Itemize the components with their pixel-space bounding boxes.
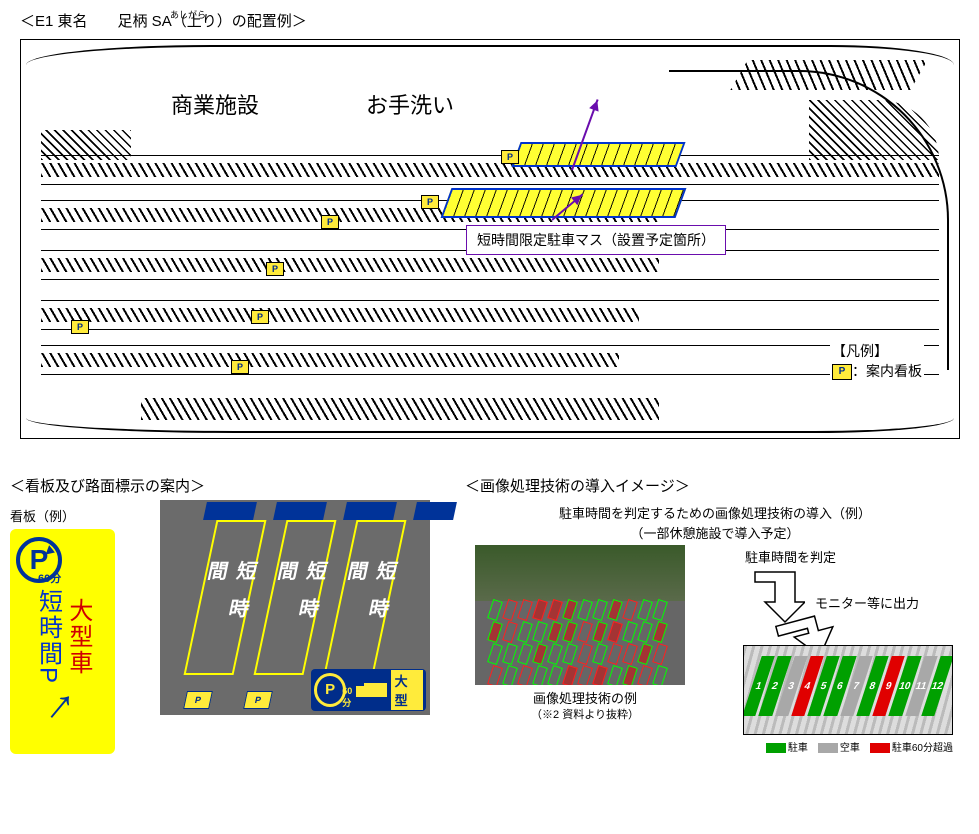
- monitor-slots: 123456789101112: [743, 656, 953, 716]
- short-term-block-1: [511, 142, 685, 167]
- legend-title: 【凡例】: [832, 341, 922, 361]
- p-sign-icon: P: [321, 215, 339, 229]
- p-sign-icon: P: [266, 262, 284, 276]
- sign-board: P 60分 短時間P 大型車 ↑: [10, 529, 115, 754]
- legend-item: ：案内看板: [852, 363, 922, 379]
- sign-text-red: 大型車: [65, 589, 91, 685]
- sign-p-sub: 60分: [38, 565, 61, 593]
- bl-section-title: ＜看板及び路面標示の案内＞: [10, 475, 450, 496]
- br-subheading: 駐車時間を判定するための画像処理技術の導入（例） （一部休憩施設で導入予定）: [465, 504, 965, 543]
- label-shop: 商業施設: [171, 88, 259, 120]
- aerial-caption: 画像処理技術の例 （※2 資料より抜粋）: [495, 690, 675, 724]
- p-sign-icon: P: [231, 360, 249, 374]
- sign-arrow-icon: ↑: [44, 685, 81, 723]
- monitor-display: 123456789101112: [743, 645, 953, 735]
- aerial-cap1: 画像処理技術の例: [495, 690, 675, 708]
- monitor-legend: 駐車空車駐車60分超過: [766, 739, 953, 754]
- aerial-photo: [475, 545, 685, 685]
- legend-item: 駐車: [766, 739, 808, 754]
- label-wc: お手洗い: [366, 88, 454, 120]
- legend-item: 空車: [818, 739, 860, 754]
- short-term-block-2: [441, 188, 687, 218]
- p-sign-icon: P: [832, 364, 852, 380]
- sign-text-blue: 短時間P: [34, 589, 60, 685]
- callout-box: 短時間限定駐車マス（設置予定箇所）: [466, 225, 726, 255]
- p-sign-icon: P: [501, 150, 519, 164]
- truck-icon: [364, 683, 387, 697]
- flow-step-2: モニター等に出力: [815, 593, 919, 612]
- top-section: あしがら ＜E1 東名 足柄 SA（上り）の配置例＞ 商業施設 お手洗い P P…: [20, 10, 960, 439]
- mini-p-icon: P: [183, 691, 213, 709]
- legend: 【凡例】 P：案内看板: [830, 339, 924, 383]
- sign-example-label: 看板（例）: [10, 506, 115, 525]
- slot-text: 短 時 間: [188, 560, 262, 636]
- sign-p-icon: P 60分: [16, 537, 109, 587]
- p-sign-icon: P: [251, 310, 269, 324]
- image-processing-section: ＜画像処理技術の導入イメージ＞ 駐車時間を判定するための画像処理技術の導入（例）…: [465, 475, 965, 543]
- pavement-marking: 短 時 間 短 時 間 短 時 間 P P P 60分 大型: [160, 500, 430, 715]
- aerial-cap2: （※2 資料より抜粋）: [495, 708, 675, 723]
- top-title: ＜E1 東名 足柄 SA（上り）の配置例＞: [20, 10, 960, 31]
- br-head2: （一部休憩施設で導入予定）: [465, 524, 965, 544]
- legend-item: 駐車60分超過: [870, 739, 953, 754]
- site-map: 商業施設 お手洗い P P P P P P P 短時間限定駐車: [20, 39, 960, 439]
- br-section-title: ＜画像処理技術の導入イメージ＞: [465, 475, 965, 496]
- callout-text: 短時間限定駐車マス（設置予定箇所）: [477, 232, 715, 248]
- br-head1: 駐車時間を判定するための画像処理技術の導入（例）: [465, 504, 965, 524]
- p-sign-icon: P: [421, 195, 439, 209]
- slot-text: 短 時 間: [258, 560, 332, 636]
- p-sign-icon: P: [71, 320, 89, 334]
- signage-section: ＜看板及び路面標示の案内＞ 看板（例） P 60分 短時間P 大型車 ↑ 路面標…: [10, 475, 450, 754]
- ruby-text: あしがら: [170, 8, 206, 21]
- flow-step-1: 駐車時間を判定: [745, 547, 836, 566]
- mini-p-icon: P: [243, 691, 273, 709]
- badge-p: P: [325, 681, 335, 698]
- badge-tag: 大型: [391, 670, 423, 710]
- slot-text: 短 時 間: [328, 560, 402, 636]
- pavement-badge: P 60分 大型: [311, 669, 426, 711]
